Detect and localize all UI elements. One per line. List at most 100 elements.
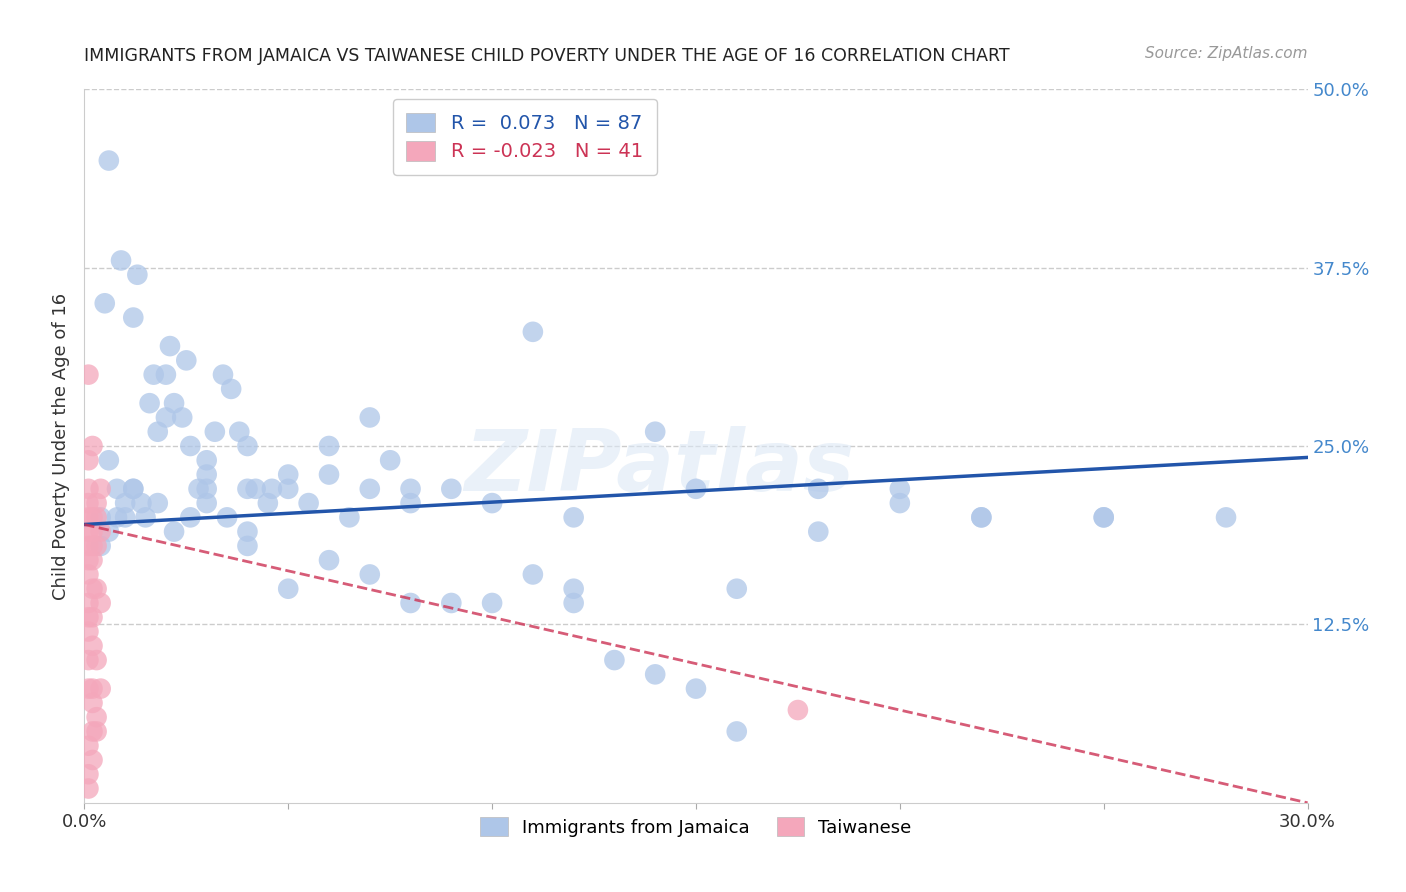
Point xyxy=(195,453,218,467)
Point xyxy=(277,582,299,596)
Point xyxy=(399,496,422,510)
Point xyxy=(155,410,177,425)
Point xyxy=(481,596,503,610)
Point xyxy=(82,681,104,696)
Point xyxy=(77,482,100,496)
Point xyxy=(277,467,299,482)
Point xyxy=(77,767,100,781)
Y-axis label: Child Poverty Under the Age of 16: Child Poverty Under the Age of 16 xyxy=(52,293,70,599)
Point xyxy=(172,410,194,425)
Point xyxy=(86,582,108,596)
Point xyxy=(339,510,361,524)
Point xyxy=(217,510,239,524)
Point xyxy=(146,425,169,439)
Point xyxy=(236,439,259,453)
Point xyxy=(77,539,100,553)
Point xyxy=(82,553,104,567)
Point xyxy=(131,496,153,510)
Point xyxy=(82,696,104,710)
Point xyxy=(399,482,422,496)
Point xyxy=(204,425,226,439)
Point xyxy=(970,510,993,524)
Point xyxy=(90,596,112,610)
Point xyxy=(889,482,911,496)
Point xyxy=(644,667,666,681)
Text: IMMIGRANTS FROM JAMAICA VS TAIWANESE CHILD POVERTY UNDER THE AGE OF 16 CORRELATI: IMMIGRANTS FROM JAMAICA VS TAIWANESE CHI… xyxy=(84,47,1010,65)
Point xyxy=(142,368,165,382)
Point xyxy=(77,681,100,696)
Point xyxy=(195,482,218,496)
Point xyxy=(82,753,104,767)
Point xyxy=(97,453,120,467)
Point xyxy=(86,653,108,667)
Point xyxy=(1092,510,1115,524)
Point xyxy=(481,496,503,510)
Point xyxy=(685,681,707,696)
Point xyxy=(187,482,209,496)
Point xyxy=(219,382,242,396)
Point xyxy=(359,482,381,496)
Point xyxy=(562,596,585,610)
Point xyxy=(105,510,128,524)
Point xyxy=(298,496,321,510)
Point xyxy=(440,482,463,496)
Point xyxy=(725,582,748,596)
Point xyxy=(77,553,100,567)
Point xyxy=(82,724,104,739)
Point xyxy=(122,310,145,325)
Point xyxy=(86,710,108,724)
Point xyxy=(236,524,259,539)
Point xyxy=(970,510,993,524)
Point xyxy=(318,467,340,482)
Point xyxy=(135,510,157,524)
Point xyxy=(122,482,145,496)
Point xyxy=(77,496,100,510)
Point xyxy=(82,639,104,653)
Point xyxy=(105,482,128,496)
Point xyxy=(318,439,340,453)
Point xyxy=(522,325,544,339)
Point xyxy=(807,524,830,539)
Point xyxy=(86,539,108,553)
Point xyxy=(146,496,169,510)
Point xyxy=(725,724,748,739)
Point xyxy=(77,624,100,639)
Point xyxy=(562,510,585,524)
Point xyxy=(260,482,283,496)
Point xyxy=(82,610,104,624)
Point xyxy=(685,482,707,496)
Point xyxy=(82,439,104,453)
Point xyxy=(236,482,259,496)
Point xyxy=(644,425,666,439)
Point xyxy=(179,510,201,524)
Point xyxy=(807,482,830,496)
Point xyxy=(77,596,100,610)
Point xyxy=(603,653,626,667)
Point xyxy=(114,496,136,510)
Point xyxy=(562,582,585,596)
Point xyxy=(90,482,112,496)
Point xyxy=(159,339,181,353)
Legend: Immigrants from Jamaica, Taiwanese: Immigrants from Jamaica, Taiwanese xyxy=(474,810,918,844)
Point xyxy=(1092,510,1115,524)
Point xyxy=(127,268,149,282)
Point xyxy=(82,582,104,596)
Point xyxy=(77,739,100,753)
Point xyxy=(77,653,100,667)
Point xyxy=(97,153,120,168)
Point xyxy=(77,453,100,467)
Point xyxy=(77,781,100,796)
Text: Source: ZipAtlas.com: Source: ZipAtlas.com xyxy=(1144,45,1308,61)
Point xyxy=(318,553,340,567)
Point xyxy=(77,510,100,524)
Point xyxy=(277,482,299,496)
Point xyxy=(82,510,104,524)
Point xyxy=(82,524,104,539)
Point xyxy=(90,510,112,524)
Point xyxy=(179,439,201,453)
Text: ZIPatlas: ZIPatlas xyxy=(464,425,855,509)
Point xyxy=(114,510,136,524)
Point xyxy=(97,524,120,539)
Point xyxy=(90,539,112,553)
Point xyxy=(236,539,259,553)
